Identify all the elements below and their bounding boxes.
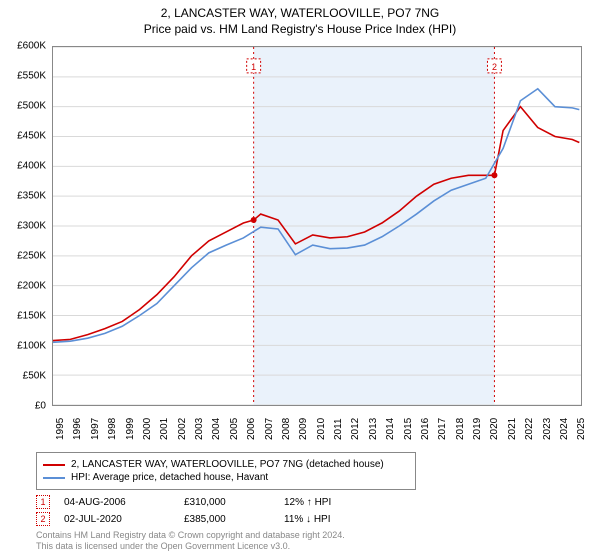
footnote-line2: This data is licensed under the Open Gov…: [36, 541, 345, 552]
footnote: Contains HM Land Registry data © Crown c…: [36, 530, 345, 553]
x-tick-label: 2001: [159, 418, 170, 440]
chart-plot-area: 12: [52, 46, 582, 406]
callout-number-box: 2: [36, 512, 50, 526]
y-tick-label: £450K: [17, 131, 46, 142]
title-address: 2, LANCASTER WAY, WATERLOOVILLE, PO7 7NG: [0, 6, 600, 20]
chart-svg: 12: [53, 47, 581, 405]
x-tick-label: 1996: [72, 418, 83, 440]
legend-swatch: [43, 464, 65, 466]
callout-number-box: 1: [36, 495, 50, 509]
callout-date: 02-JUL-2020: [64, 514, 184, 525]
x-tick-label: 2008: [281, 418, 292, 440]
callouts-table: 1 04-AUG-2006£310,00012% ↑ HPI 2 02-JUL-202…: [36, 492, 394, 529]
x-tick-label: 2005: [229, 418, 240, 440]
x-tick-label: 2025: [576, 418, 587, 440]
x-tick-label: 1997: [90, 418, 101, 440]
x-tick-label: 2022: [524, 418, 535, 440]
callout-price: £310,000: [184, 497, 284, 508]
x-tick-label: 2014: [385, 418, 396, 440]
x-tick-label: 2004: [211, 418, 222, 440]
callout-pct: 12% ↑ HPI: [284, 497, 394, 508]
x-tick-label: 2013: [368, 418, 379, 440]
y-tick-label: £0: [35, 401, 46, 412]
svg-text:1: 1: [251, 62, 256, 72]
y-tick-label: £500K: [17, 101, 46, 112]
callout-row: 2 02-JUL-2020£385,00011% ↓ HPI: [36, 512, 394, 526]
x-tick-label: 2012: [350, 418, 361, 440]
y-tick-label: £600K: [17, 41, 46, 52]
legend-item: 2, LANCASTER WAY, WATERLOOVILLE, PO7 7NG…: [43, 459, 409, 470]
y-tick-label: £50K: [23, 371, 46, 382]
y-tick-label: £150K: [17, 311, 46, 322]
x-axis: 1995 1996 1997 1998 1999 2000 2001 2002 2003 2004…: [52, 408, 582, 448]
y-tick-label: £550K: [17, 71, 46, 82]
x-tick-label: 1995: [55, 418, 66, 440]
x-tick-label: 2003: [194, 418, 205, 440]
y-tick-label: £350K: [17, 191, 46, 202]
legend-label: 2, LANCASTER WAY, WATERLOOVILLE, PO7 7NG…: [71, 459, 384, 470]
y-axis: £0£50K£100K£150K£200K£250K£300K£350K£400…: [0, 46, 50, 406]
legend-swatch: [43, 477, 65, 479]
legend: 2, LANCASTER WAY, WATERLOOVILLE, PO7 7NG…: [36, 452, 416, 490]
x-tick-label: 2010: [316, 418, 327, 440]
title-block: 2, LANCASTER WAY, WATERLOOVILLE, PO7 7NG…: [0, 0, 600, 40]
x-tick-label: 2009: [298, 418, 309, 440]
x-tick-label: 2021: [507, 418, 518, 440]
legend-item: HPI: Average price, detached house, Hava…: [43, 472, 409, 483]
x-tick-label: 2011: [333, 418, 344, 440]
title-subtitle: Price paid vs. HM Land Registry's House …: [0, 22, 600, 36]
y-tick-label: £200K: [17, 281, 46, 292]
x-tick-label: 1998: [107, 418, 118, 440]
x-tick-label: 2024: [559, 418, 570, 440]
x-tick-label: 2018: [455, 418, 466, 440]
x-tick-label: 2023: [542, 418, 553, 440]
x-tick-label: 2020: [489, 418, 500, 440]
callout-pct: 11% ↓ HPI: [284, 514, 394, 525]
x-tick-label: 2006: [246, 418, 257, 440]
x-tick-label: 2017: [437, 418, 448, 440]
footnote-line1: Contains HM Land Registry data © Crown c…: [36, 530, 345, 541]
callout-row: 1 04-AUG-2006£310,00012% ↑ HPI: [36, 495, 394, 509]
y-tick-label: £250K: [17, 251, 46, 262]
y-tick-label: £400K: [17, 161, 46, 172]
x-tick-label: 2000: [142, 418, 153, 440]
chart-container: 2, LANCASTER WAY, WATERLOOVILLE, PO7 7NG…: [0, 0, 600, 560]
x-tick-label: 2002: [177, 418, 188, 440]
callout-date: 04-AUG-2006: [64, 497, 184, 508]
x-tick-label: 2015: [403, 418, 414, 440]
x-tick-label: 2007: [264, 418, 275, 440]
y-tick-label: £100K: [17, 341, 46, 352]
callout-price: £385,000: [184, 514, 284, 525]
x-tick-label: 1999: [125, 418, 136, 440]
y-tick-label: £300K: [17, 221, 46, 232]
legend-label: HPI: Average price, detached house, Hava…: [71, 472, 268, 483]
svg-text:2: 2: [492, 62, 497, 72]
x-tick-label: 2016: [420, 418, 431, 440]
x-tick-label: 2019: [472, 418, 483, 440]
